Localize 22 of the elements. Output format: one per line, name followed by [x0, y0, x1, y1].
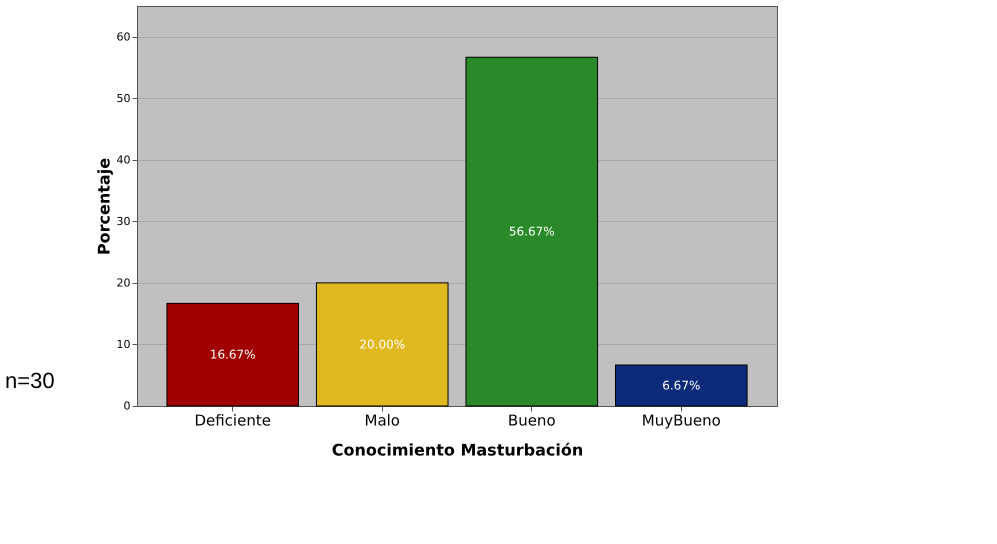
- data-label: 56.67%: [508, 224, 555, 239]
- bar: [166, 302, 299, 406]
- bar: [615, 364, 748, 406]
- x-tick-label: Malo: [364, 412, 400, 430]
- y-tick-label: 60: [116, 30, 130, 44]
- y-tick-label: 10: [116, 338, 130, 351]
- text: n=30: [5, 368, 55, 393]
- x-tick-label: Bueno: [508, 412, 556, 430]
- bar: [316, 282, 449, 406]
- y-tick-label: 0: [124, 400, 130, 412]
- data-label: 20.00%: [359, 337, 406, 352]
- x-tick-label: Deficiente: [194, 412, 271, 430]
- data-label: 16.67%: [210, 348, 256, 362]
- x-axis-title: Conocimiento Masturbación: [332, 440, 584, 460]
- data-label: 6.67%: [662, 378, 700, 392]
- y-axis-title: Porcentaje: [94, 158, 114, 256]
- y-tick-label: 30: [116, 214, 130, 228]
- y-tick-label: 50: [116, 92, 130, 105]
- y-tick-label: 40: [116, 153, 130, 166]
- x-tick-label: MuyBueno: [642, 412, 721, 430]
- y-tick-label: 20: [116, 276, 130, 290]
- bar: [465, 56, 598, 406]
